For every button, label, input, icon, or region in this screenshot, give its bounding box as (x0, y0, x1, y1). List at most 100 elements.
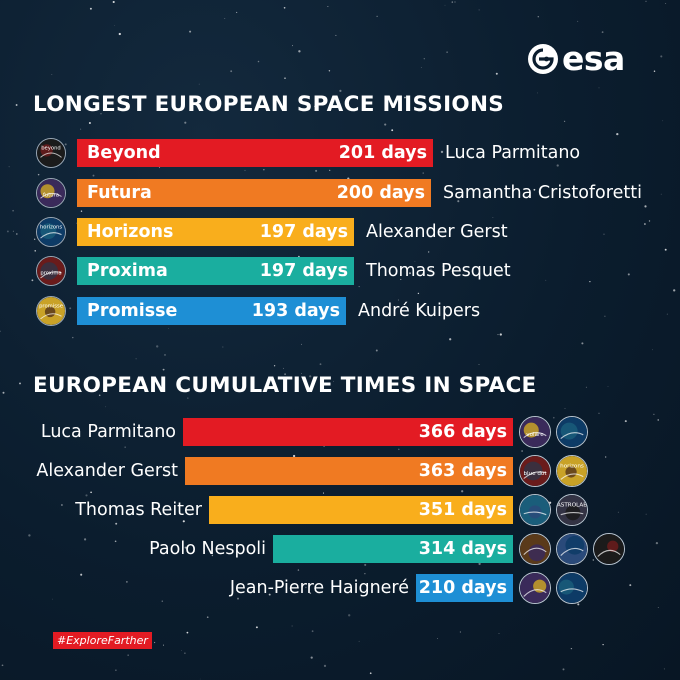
star (153, 383, 155, 386)
star (168, 328, 169, 329)
svg-text:blue dot: blue dot (523, 471, 547, 477)
star (616, 132, 619, 136)
star (498, 633, 500, 634)
star (273, 365, 276, 367)
star (553, 416, 555, 419)
star (153, 641, 156, 644)
esa-logo: esa (527, 42, 625, 76)
star (358, 286, 360, 288)
star (315, 169, 318, 172)
star (627, 273, 630, 276)
star (114, 540, 117, 543)
star (211, 554, 214, 557)
star (284, 77, 286, 80)
star (371, 224, 373, 226)
mission-row: horizons Horizons 197 days Alexander Gerst (0, 216, 680, 248)
star (47, 109, 49, 111)
cumulative-days-label: 363 days (418, 461, 507, 481)
star (570, 647, 573, 650)
star (115, 522, 118, 525)
mission-bar: Futura 200 days (77, 179, 431, 207)
star (545, 279, 547, 281)
mission-bar: Promisse 193 days (77, 297, 346, 325)
star (673, 289, 676, 292)
star (364, 573, 366, 575)
cumulative-bar: 314 days (273, 535, 513, 563)
star (666, 313, 668, 315)
star (653, 70, 656, 73)
star (662, 120, 664, 122)
star (189, 30, 192, 33)
star (301, 343, 302, 345)
star (459, 631, 461, 633)
star (602, 643, 604, 646)
star (98, 394, 101, 397)
astronaut-name-label: Alexander Gerst (36, 461, 178, 481)
star (598, 412, 600, 414)
star (283, 6, 286, 9)
horizons-patch-icon: horizons (36, 217, 66, 247)
star (222, 346, 224, 348)
star (645, 513, 647, 515)
astronaut-name-label: Thomas Reiter (75, 500, 202, 520)
star (292, 454, 296, 458)
svg-text:proxima: proxima (40, 271, 61, 277)
star (327, 5, 329, 7)
star (581, 342, 584, 345)
star (492, 217, 494, 218)
star (577, 603, 580, 606)
star (156, 345, 159, 348)
star (663, 668, 665, 670)
star (76, 222, 77, 224)
altair-patch-icon (519, 572, 551, 604)
beyond-patch-icon (556, 416, 588, 448)
star (562, 668, 565, 671)
star (665, 3, 667, 4)
star (422, 172, 424, 174)
cumulative-days-label: 351 days (418, 500, 507, 520)
mission-days-label: 200 days (336, 183, 425, 203)
star (244, 169, 246, 171)
star (15, 104, 18, 106)
star (497, 108, 499, 110)
missions-chart-title: LONGEST EUROPEAN SPACE MISSIONS (33, 92, 505, 117)
star (603, 233, 605, 235)
star (428, 251, 430, 253)
star (564, 408, 566, 409)
mission-name-label: Horizons (87, 222, 174, 242)
star (598, 87, 600, 89)
star (83, 538, 87, 541)
star (377, 385, 379, 387)
star (556, 164, 559, 167)
star (310, 656, 313, 659)
blue-dot-patch-icon: blue dot (519, 455, 551, 487)
star (162, 368, 165, 371)
star (358, 640, 360, 642)
star (624, 420, 627, 423)
mission-days-label: 201 days (338, 143, 427, 163)
star (112, 0, 115, 4)
star (429, 268, 432, 271)
futura-patch-icon: futura (36, 178, 66, 208)
star (28, 534, 31, 537)
mission-name-label: Futura (87, 183, 152, 203)
star (282, 367, 285, 369)
mission-days-label: 197 days (259, 261, 348, 281)
cumulative-row: 314 days Paolo Nespoli (0, 533, 680, 565)
star (206, 616, 209, 619)
star (80, 210, 83, 212)
star (12, 209, 14, 212)
mission-bar: Beyond 201 days (77, 139, 433, 167)
cumulative-row: 210 days Jean-Pierre Haigneré (0, 572, 680, 604)
mission-row: futura Futura 200 days Samantha Cristoforet… (0, 177, 680, 209)
star (652, 349, 653, 351)
star (127, 654, 129, 656)
cumulative-days-label: 366 days (418, 422, 507, 442)
star (126, 581, 128, 583)
star (198, 83, 200, 85)
svg-text:horizons: horizons (560, 463, 584, 469)
star (657, 419, 659, 421)
star (164, 354, 166, 356)
star (537, 92, 539, 94)
